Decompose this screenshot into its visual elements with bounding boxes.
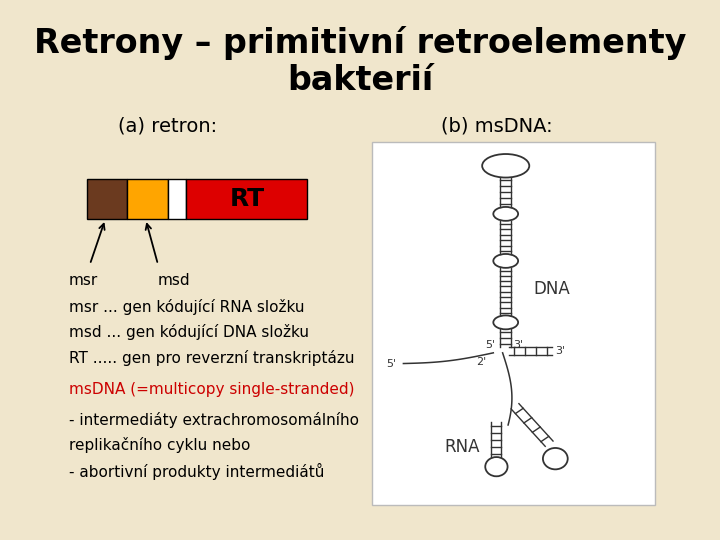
Text: RNA: RNA xyxy=(444,438,480,456)
Text: 3': 3' xyxy=(555,346,565,356)
Text: (a) retron:: (a) retron: xyxy=(118,116,217,135)
Text: 3': 3' xyxy=(513,340,523,350)
Bar xyxy=(87,179,127,219)
Bar xyxy=(372,141,654,505)
Bar xyxy=(186,179,307,219)
Text: msDNA (=multicopy single-stranded): msDNA (=multicopy single-stranded) xyxy=(68,382,354,397)
Text: bakterií: bakterií xyxy=(287,64,433,97)
Bar xyxy=(168,179,186,219)
Text: msd: msd xyxy=(157,273,190,288)
Text: 5': 5' xyxy=(485,340,495,350)
Text: msr ... gen kódující RNA složku
msd ... gen kódující DNA složku
RT ..... gen pro: msr ... gen kódující RNA složku msd ... … xyxy=(68,299,354,366)
Text: 5': 5' xyxy=(386,359,396,368)
Text: DNA: DNA xyxy=(534,280,570,298)
Text: - intermediáty extrachromosomálního
replikačního cyklu nebo
- abortivní produkty: - intermediáty extrachromosomálního repl… xyxy=(68,411,359,480)
Text: Retrony – primitivní retroelementy: Retrony – primitivní retroelementy xyxy=(34,26,686,60)
Text: msr: msr xyxy=(69,273,98,288)
Text: RT: RT xyxy=(229,187,264,211)
Text: 2': 2' xyxy=(476,357,486,367)
Text: (b) msDNA:: (b) msDNA: xyxy=(441,116,552,135)
Bar xyxy=(127,179,168,219)
